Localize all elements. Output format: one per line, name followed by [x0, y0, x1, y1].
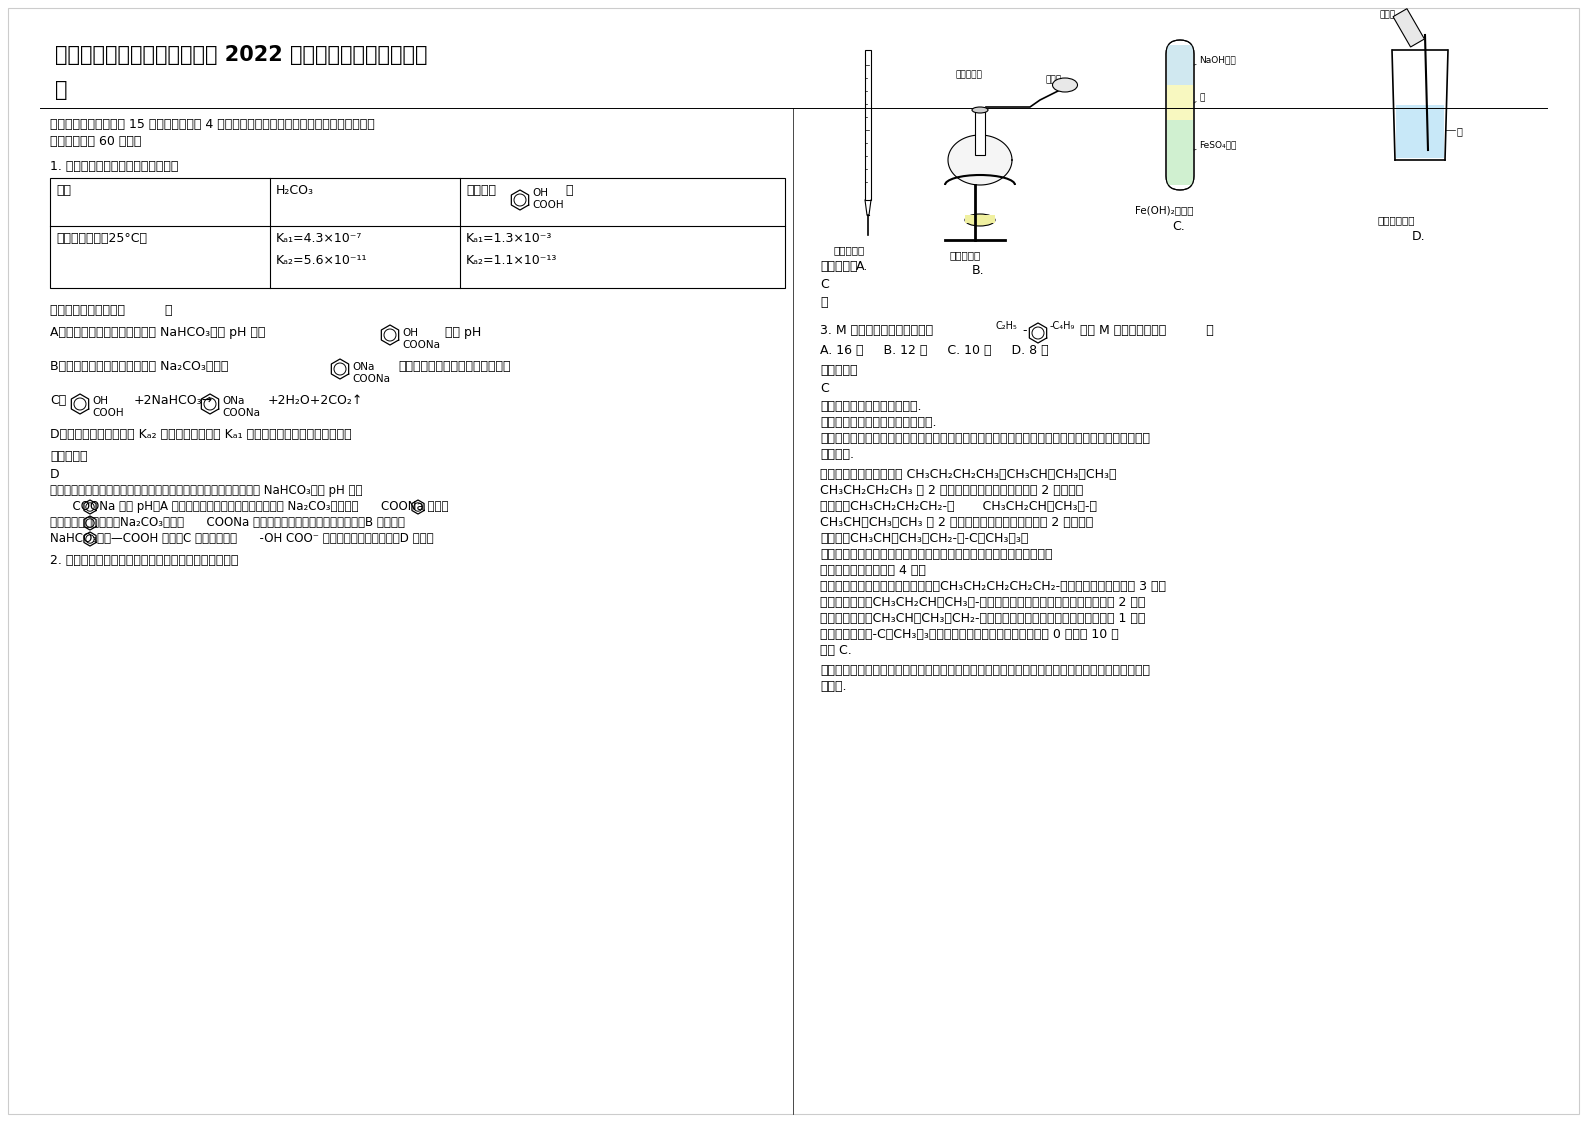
Text: B．常温下，等浓度、等体积的 Na₂CO₃溶液和: B．常温下，等浓度、等体积的 Na₂CO₃溶液和	[51, 360, 229, 373]
Text: 酸式滴定管: 酸式滴定管	[833, 245, 865, 255]
Text: COOH: COOH	[92, 408, 124, 419]
Text: 氯气的制取: 氯气的制取	[951, 250, 981, 260]
Bar	[1166, 45, 1193, 85]
Bar	[865, 50, 871, 200]
Polygon shape	[947, 135, 1013, 185]
Text: 水杨酸（: 水杨酸（	[467, 184, 497, 197]
Text: 点评：本题考查了有机物同分异构体的书写，准确判断丁基的种数是解题的关键，题目难度较大，容: 点评：本题考查了有机物同分异构体的书写，准确判断丁基的种数是解题的关键，题目难度…	[820, 664, 1151, 677]
Text: C.: C.	[1173, 220, 1185, 233]
Text: H₂CO₃: H₂CO₃	[276, 184, 314, 197]
Bar	[1393, 9, 1425, 47]
Text: CH₃CH₂CH₂CH₃ 有 2 种不同环境氢原子，所以对应 2 种丁基，: CH₃CH₂CH₂CH₃ 有 2 种不同环境氢原子，所以对应 2 种丁基，	[820, 484, 1084, 497]
Ellipse shape	[971, 107, 989, 113]
Text: 3. M 是苯的同系物，其结构为: 3. M 是苯的同系物，其结构为	[820, 324, 933, 337]
Bar	[51, 178, 786, 288]
Text: 根据溶液中电荷守恒，Na₂CO₃溶液和      COONa 溶液中所含离子总数前者大于后者，B 不正确。: 根据溶液中电荷守恒，Na₂CO₃溶液和 COONa 溶液中所含离子总数前者大于后…	[51, 516, 405, 528]
Text: 析: 析	[56, 80, 68, 100]
Text: B.: B.	[971, 264, 984, 277]
Text: 浓硫酸的稀释: 浓硫酸的稀释	[1378, 215, 1416, 226]
Text: 题目要求，共 60 分。）: 题目要求，共 60 分。）	[51, 135, 141, 148]
Text: Kₐ₁=1.3×10⁻³: Kₐ₁=1.3×10⁻³	[467, 232, 552, 245]
Text: Fe(OH)₂的制取: Fe(OH)₂的制取	[1135, 205, 1193, 215]
Text: C: C	[820, 278, 828, 291]
Text: A．常温下，等浓度、等体积的 NaHCO₃溶液 pH 小于: A．常温下，等浓度、等体积的 NaHCO₃溶液 pH 小于	[51, 327, 265, 339]
Text: OH: OH	[532, 188, 548, 197]
Text: 当左边丁基为：CH₃CH₂CH（CH₃）-时，排除重复结构，右边可以连的丁基有 2 种；: 当左边丁基为：CH₃CH₂CH（CH₃）-时，排除重复结构，右边可以连的丁基有 …	[820, 596, 1146, 609]
Text: Kₐ₂=5.6×10⁻¹¹: Kₐ₂=5.6×10⁻¹¹	[276, 254, 368, 267]
Text: 当左右两边不同时，当左边丁基为：CH₃CH₂CH₂CH₂CH₂-时，右边可连的丁基有 3 种；: 当左右两边不同时，当左边丁基为：CH₃CH₂CH₂CH₂CH₂-时，右边可连的丁…	[820, 580, 1166, 594]
Text: ONa: ONa	[352, 362, 375, 373]
Text: C₂H₅: C₂H₅	[995, 321, 1017, 331]
Text: FeSO₄溶液: FeSO₄溶液	[1193, 140, 1236, 150]
Text: 物的种数.: 物的种数.	[820, 448, 854, 461]
Text: ）: ）	[565, 184, 573, 197]
Text: COONa: COONa	[222, 408, 260, 419]
Text: D: D	[51, 468, 60, 481]
FancyBboxPatch shape	[1166, 40, 1193, 190]
Ellipse shape	[1052, 79, 1078, 92]
Text: 1. 已知弱酸的电离平衡常数如下表：: 1. 已知弱酸的电离平衡常数如下表：	[51, 160, 178, 173]
Text: 易漏写.: 易漏写.	[820, 680, 846, 693]
Text: 分别是：CH₃CH（CH₃）CH₂-；-C（CH₃）₃；: 分别是：CH₃CH（CH₃）CH₂-；-C（CH₃）₃；	[820, 532, 1028, 545]
Text: 电离平衡常数（25°C）: 电离平衡常数（25°C）	[56, 232, 148, 245]
Text: 溶液中所含离子总数前者小于后者: 溶液中所含离子总数前者小于后者	[398, 360, 511, 373]
Text: -: -	[1022, 324, 1027, 337]
Text: +2NaHCO₃→: +2NaHCO₃→	[133, 394, 213, 407]
Text: 参考答案：: 参考答案：	[820, 260, 857, 273]
Text: 结合有机物结构苯环对位上的两个丁基可以是相同的也可以是不同的：: 结合有机物结构苯环对位上的两个丁基可以是相同的也可以是不同的：	[820, 548, 1052, 561]
Bar	[1397, 105, 1444, 158]
Text: 参考答案：: 参考答案：	[51, 450, 87, 463]
Text: C: C	[820, 381, 828, 395]
Text: 略: 略	[820, 296, 827, 309]
Bar	[965, 215, 995, 223]
Text: C．: C．	[51, 394, 67, 407]
Text: COONa: COONa	[352, 374, 390, 384]
Bar	[1166, 120, 1193, 185]
Text: 浓硫酸: 浓硫酸	[1381, 10, 1397, 19]
Text: 苯: 苯	[1193, 93, 1205, 103]
Text: 下列选项正确的是：（          ）: 下列选项正确的是：（ ）	[51, 304, 173, 318]
Text: 水: 水	[1457, 126, 1463, 136]
Text: D．水杨酸的第二级电离 Kₐ₂ 远小于第一级电离 Kₐ₁ 的原因之一是能形成分子内氢键: D．水杨酸的第二级电离 Kₐ₂ 远小于第一级电离 Kₐ₁ 的原因之一是能形成分子…	[51, 427, 352, 441]
Text: NaOH溶液: NaOH溶液	[1193, 55, 1236, 65]
Text: 根据碳酸、水杨酸电离平衡常数的数据，常温下，等浓度、等体积的 NaHCO₃溶液 pH 大于: 根据碳酸、水杨酸电离平衡常数的数据，常温下，等浓度、等体积的 NaHCO₃溶液 …	[51, 484, 362, 497]
Bar	[974, 110, 986, 155]
Text: 2. 下图所示对实验仪器名称的标注或实验操作正确的是: 2. 下图所示对实验仪器名称的标注或实验操作正确的是	[51, 554, 238, 567]
Text: ONa: ONa	[222, 396, 244, 406]
Text: 溶液 pH: 溶液 pH	[444, 327, 481, 339]
Text: Kₐ₁=4.3×10⁻⁷: Kₐ₁=4.3×10⁻⁷	[276, 232, 362, 245]
Text: 碱石灰: 碱石灰	[1044, 75, 1062, 84]
Text: COONa 溶液 pH。A 不正确。常温下，等浓度、等体积的 Na₂CO₃溶液小于      COONa 溶液，: COONa 溶液 pH。A 不正确。常温下，等浓度、等体积的 Na₂CO₃溶液小…	[51, 500, 449, 513]
Text: 当左右两边相同时，共 4 种；: 当左右两边相同时，共 4 种；	[820, 564, 925, 577]
Text: A.: A.	[855, 260, 868, 273]
Text: D.: D.	[1412, 230, 1425, 243]
Text: 参考答案：: 参考答案：	[820, 364, 857, 377]
Text: 故选 C.: 故选 C.	[820, 644, 852, 657]
Text: Kₐ₂=1.1×10⁻¹³: Kₐ₂=1.1×10⁻¹³	[467, 254, 557, 267]
Text: 弱酸: 弱酸	[56, 184, 71, 197]
Text: OH: OH	[402, 328, 417, 338]
Text: 考点：有机化合物的异构现象.: 考点：有机化合物的异构现象.	[820, 401, 922, 413]
Text: 一、单选题（本大题共 15 个小题，每小题 4 分。在每小题给出的四个选项中，只有一项符合: 一、单选题（本大题共 15 个小题，每小题 4 分。在每小题给出的四个选项中，只…	[51, 118, 375, 131]
Text: 河北省保定市涿州东仙坡中学 2022 年高三化学联考试题含解: 河北省保定市涿州东仙坡中学 2022 年高三化学联考试题含解	[56, 45, 427, 65]
Text: +2H₂O+2CO₂↑: +2H₂O+2CO₂↑	[268, 394, 363, 407]
Text: 当左边丁基为：-C（CH₃）₃，排除重复结构，右边可连的丁基有 0 种；共 10 种: 当左边丁基为：-C（CH₃）₃，排除重复结构，右边可连的丁基有 0 种；共 10…	[820, 628, 1119, 641]
Text: 氧化钙固体: 氧化钙固体	[955, 70, 982, 79]
Text: 解答：丁烷的同分异构体 CH₃CH₂CH₂CH₃；CH₃CH（CH₃）CH₃；: 解答：丁烷的同分异构体 CH₃CH₂CH₂CH₃；CH₃CH（CH₃）CH₃；	[820, 468, 1117, 481]
Text: 专题：同分异构体的类型及其判定.: 专题：同分异构体的类型及其判定.	[820, 416, 936, 429]
Text: A. 16 种     B. 12 种     C. 10 种     D. 8 种: A. 16 种 B. 12 种 C. 10 种 D. 8 种	[820, 344, 1049, 357]
Text: CH₃CH（CH₃）CH₃ 有 2 种不同环境氢原子，所以对应 2 种丁基，: CH₃CH（CH₃）CH₃ 有 2 种不同环境氢原子，所以对应 2 种丁基，	[820, 516, 1093, 528]
Bar	[1166, 85, 1193, 120]
Text: ，则 M 的结构式共有（          ）: ，则 M 的结构式共有（ ）	[1081, 324, 1214, 337]
Text: NaHCO₃只与—COOH 反应，C 不正确。根据      -OH COO⁻ 结构能形成分子内氢键，D 正确。: NaHCO₃只与—COOH 反应，C 不正确。根据 -OH COO⁻ 结构能形成…	[51, 532, 433, 545]
Text: COONa: COONa	[402, 340, 440, 350]
Text: 分析：写出丁烷的同分异构体，根据丁烷同分异构体利用等效氢原子判断丁基个数，进而判断该有机: 分析：写出丁烷的同分异构体，根据丁烷同分异构体利用等效氢原子判断丁基个数，进而判…	[820, 432, 1151, 445]
Text: 分别是：CH₃CH₂CH₂CH₂-；       CH₃CH₂CH（CH₃）-；: 分别是：CH₃CH₂CH₂CH₂-； CH₃CH₂CH（CH₃）-；	[820, 500, 1097, 513]
Text: 当左边丁基为：CH₃CH（CH₃）CH₂-时，排除重复结构，右边可以连的丁基有 1 种；: 当左边丁基为：CH₃CH（CH₃）CH₂-时，排除重复结构，右边可以连的丁基有 …	[820, 611, 1146, 625]
Text: COOH: COOH	[532, 200, 563, 210]
Text: OH: OH	[92, 396, 108, 406]
Text: -C₄H₉: -C₄H₉	[1051, 321, 1076, 331]
Ellipse shape	[965, 214, 995, 226]
